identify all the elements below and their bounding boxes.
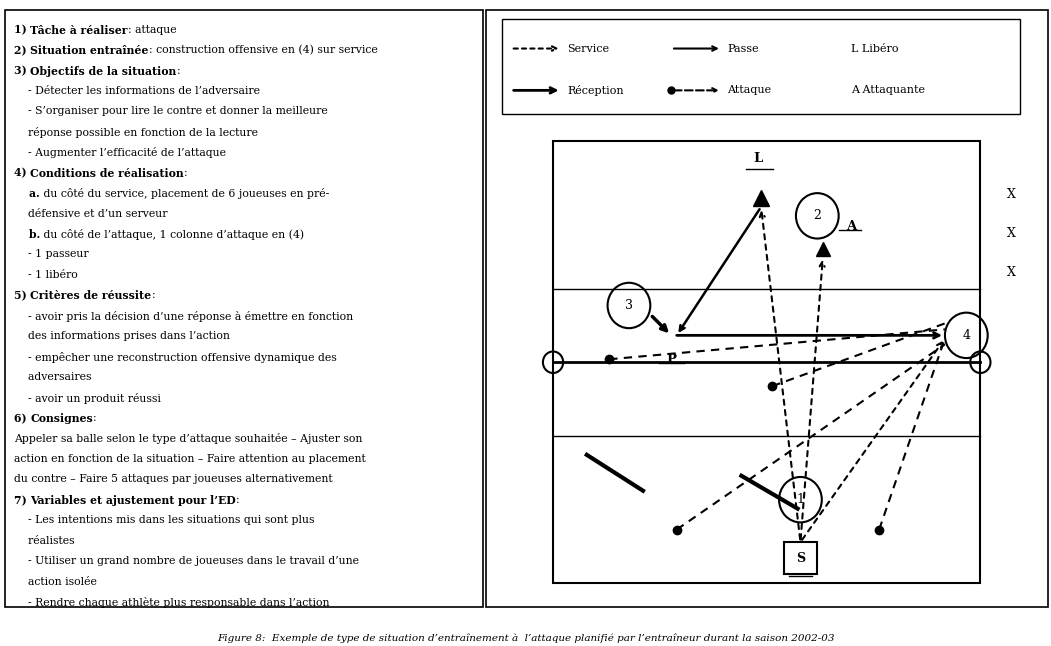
Text: Service: Service — [568, 43, 610, 54]
Text: adversaires: adversaires — [14, 372, 91, 382]
Text: A Attaquante: A Attaquante — [851, 85, 925, 96]
Text: Objectifs de la situation: Objectifs de la situation — [30, 65, 177, 76]
Text: Consignes: Consignes — [30, 413, 92, 424]
Text: 3: 3 — [625, 299, 633, 312]
Text: - Les intentions mis dans les situations qui sont plus: - Les intentions mis dans les situations… — [14, 516, 314, 525]
Text: 1): 1) — [14, 25, 30, 36]
Text: : construction offensive en (4) sur service: : construction offensive en (4) sur serv… — [148, 45, 377, 56]
Text: Réception: Réception — [568, 85, 623, 96]
Text: X: X — [1007, 266, 1015, 279]
Text: a.: a. — [14, 188, 40, 199]
Bar — [486, 10, 1048, 607]
Text: 3): 3) — [14, 65, 30, 76]
Text: 4: 4 — [963, 329, 970, 342]
Text: X: X — [1007, 189, 1015, 202]
Text: défensive et d’un serveur: défensive et d’un serveur — [14, 209, 167, 218]
Text: Figure 8:  Exemple de type de situation d’entraînement à  l’attaque planifié par: Figure 8: Exemple de type de situation d… — [217, 633, 834, 643]
Text: :: : — [151, 291, 156, 300]
Text: - empêcher une reconstruction offensive dynamique des: - empêcher une reconstruction offensive … — [14, 351, 336, 362]
Text: - avoir pris la décision d’une réponse à émettre en fonction: - avoir pris la décision d’une réponse à… — [14, 311, 353, 322]
Text: b.: b. — [14, 229, 40, 240]
Text: du côté du service, placement de 6 joueuses en pré-: du côté du service, placement de 6 joueu… — [40, 188, 329, 199]
Text: Tâche à réaliser: Tâche à réaliser — [30, 25, 128, 36]
Bar — [553, 141, 981, 583]
Text: - avoir un produit réussi: - avoir un produit réussi — [14, 393, 161, 404]
Text: Appeler sa balle selon le type d’attaque souhaitée – Ajuster son: Appeler sa balle selon le type d’attaque… — [14, 433, 363, 444]
Text: 7): 7) — [14, 495, 30, 506]
Text: - Rendre chaque athlète plus responsable dans l’action: - Rendre chaque athlète plus responsable… — [14, 597, 329, 608]
Text: 2: 2 — [813, 209, 821, 222]
Text: L: L — [754, 152, 763, 165]
Text: Passe: Passe — [727, 43, 759, 54]
Text: Attaque: Attaque — [727, 85, 771, 96]
Bar — [502, 19, 1019, 114]
Text: :: : — [177, 65, 180, 76]
Text: - 1 passeur: - 1 passeur — [14, 249, 88, 260]
Text: :: : — [92, 413, 97, 423]
Text: Conditions de réalisation: Conditions de réalisation — [30, 168, 184, 179]
Text: : attaque: : attaque — [128, 25, 177, 35]
Text: du côté de l’attaque, 1 colonne d’attaque en (4): du côté de l’attaque, 1 colonne d’attaqu… — [40, 229, 304, 240]
Text: P: P — [666, 353, 676, 366]
Text: L Libéro: L Libéro — [851, 43, 899, 54]
Text: action isolée: action isolée — [14, 577, 97, 587]
Text: des informations prises dans l’action: des informations prises dans l’action — [14, 331, 230, 341]
Text: Situation entraînée: Situation entraînée — [30, 45, 148, 56]
Bar — [784, 542, 818, 574]
Text: - Augmenter l’efficacité de l’attaque: - Augmenter l’efficacité de l’attaque — [14, 147, 226, 158]
Text: 4): 4) — [14, 168, 30, 179]
Text: Variables et ajustement pour l’ED: Variables et ajustement pour l’ED — [30, 495, 236, 506]
Text: - S’organiser pour lire le contre et donner la meilleure: - S’organiser pour lire le contre et don… — [14, 107, 328, 116]
Text: - Détecter les informations de l’adversaire: - Détecter les informations de l’adversa… — [14, 86, 260, 96]
Text: - 1 libéro: - 1 libéro — [14, 270, 78, 280]
Text: S: S — [796, 552, 805, 565]
Text: réalistes: réalistes — [14, 536, 75, 546]
Text: A: A — [846, 220, 857, 233]
Text: réponse possible en fonction de la lecture: réponse possible en fonction de la lectu… — [14, 127, 257, 138]
Text: 2): 2) — [14, 45, 30, 56]
Text: :: : — [236, 495, 240, 505]
Text: Critères de réussite: Critères de réussite — [30, 291, 151, 302]
Text: 5): 5) — [14, 291, 30, 302]
Text: du contre – Faire 5 attaques par joueuses alternativement: du contre – Faire 5 attaques par joueuse… — [14, 474, 332, 484]
Text: action en fonction de la situation – Faire attention au placement: action en fonction de la situation – Fai… — [14, 454, 366, 464]
Text: :: : — [184, 168, 187, 178]
Text: 1: 1 — [797, 493, 804, 506]
Text: X: X — [1007, 227, 1015, 240]
Text: 6): 6) — [14, 413, 30, 424]
Text: - Utiliser un grand nombre de joueuses dans le travail d’une: - Utiliser un grand nombre de joueuses d… — [14, 556, 358, 566]
